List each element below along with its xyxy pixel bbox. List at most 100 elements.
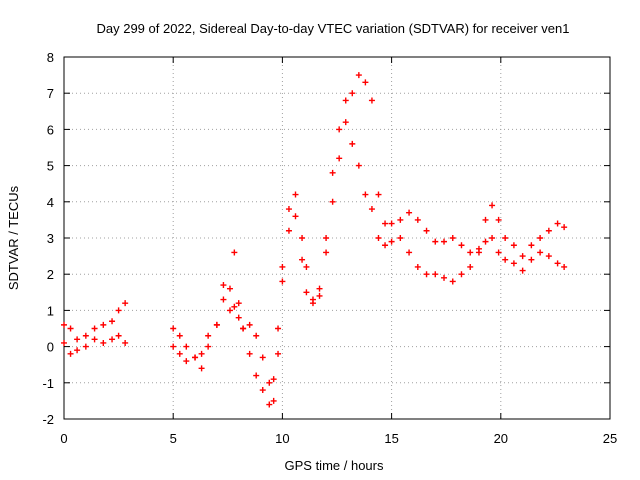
data-point xyxy=(545,253,552,260)
data-point xyxy=(285,206,292,213)
data-point xyxy=(510,260,517,267)
grid xyxy=(64,57,610,419)
data-point xyxy=(253,372,260,379)
data-point xyxy=(441,238,448,245)
data-point xyxy=(192,354,199,361)
data-point xyxy=(336,126,343,133)
data-point xyxy=(67,350,74,357)
data-point xyxy=(323,235,330,241)
data-point xyxy=(266,379,273,386)
y-tick-label: 8 xyxy=(47,50,54,65)
data-point xyxy=(362,191,369,198)
data-point xyxy=(342,119,349,126)
data-point xyxy=(316,292,323,299)
x-tick-label: 0 xyxy=(60,431,67,446)
data-point xyxy=(82,343,89,350)
data-point xyxy=(382,220,389,227)
data-point xyxy=(91,325,98,332)
data-point xyxy=(285,227,292,234)
data-point xyxy=(355,162,362,169)
data-point xyxy=(561,263,568,270)
data-point xyxy=(231,249,238,256)
data-point xyxy=(336,155,343,162)
data-point xyxy=(397,216,404,223)
data-point xyxy=(554,220,561,227)
y-tick-label: -1 xyxy=(42,376,54,391)
data-point xyxy=(342,97,349,104)
data-point xyxy=(414,216,421,223)
data-point xyxy=(170,343,177,350)
data-point xyxy=(226,307,233,314)
data-point xyxy=(458,242,465,249)
data-point xyxy=(183,343,190,350)
data-point xyxy=(449,278,456,285)
data-point xyxy=(355,72,362,79)
data-point xyxy=(482,238,489,245)
data-point xyxy=(266,401,273,408)
series-1 xyxy=(61,72,568,404)
chart-title: Day 299 of 2022, Sidereal Day-to-day VTE… xyxy=(96,21,569,36)
data-point xyxy=(61,321,67,328)
data-point xyxy=(309,300,316,307)
x-tick-label: 25 xyxy=(603,431,617,446)
data-point xyxy=(109,336,116,343)
data-point xyxy=(432,271,439,278)
data-point xyxy=(205,332,212,339)
data-point xyxy=(299,235,306,241)
data-point xyxy=(61,339,67,346)
data-point xyxy=(489,235,496,241)
data-point xyxy=(91,336,98,343)
y-tick-label: 7 xyxy=(47,86,54,101)
data-point xyxy=(406,249,413,256)
data-point xyxy=(292,213,299,220)
data-point xyxy=(259,354,266,361)
data-point xyxy=(528,256,535,263)
data-point xyxy=(176,332,183,339)
data-point xyxy=(467,263,474,270)
x-tick-label: 15 xyxy=(384,431,398,446)
data-point xyxy=(170,325,177,332)
data-point xyxy=(279,263,286,270)
data-series xyxy=(61,72,568,408)
data-point xyxy=(183,358,190,365)
data-point xyxy=(303,263,310,270)
data-point xyxy=(275,350,282,357)
data-point xyxy=(375,235,382,241)
data-point xyxy=(368,206,375,213)
data-point xyxy=(349,90,356,97)
data-point xyxy=(292,191,299,198)
x-tick-label: 10 xyxy=(275,431,289,446)
data-point xyxy=(205,343,212,350)
x-tick-label: 20 xyxy=(494,431,508,446)
data-point xyxy=(329,198,336,205)
axis-ticks: 0 5 10 15 20 25 -2 -1 0 1 2 3 4 5 6 7 8 xyxy=(42,50,617,446)
data-point xyxy=(299,256,306,263)
data-point xyxy=(519,267,526,274)
data-point xyxy=(561,224,568,231)
data-point xyxy=(423,227,430,234)
data-point xyxy=(528,242,535,249)
data-point xyxy=(246,321,253,328)
data-point xyxy=(226,285,233,292)
series-2 xyxy=(61,119,568,408)
data-point xyxy=(458,271,465,278)
y-axis-label: SDTVAR / TECUs xyxy=(6,185,21,290)
data-point xyxy=(482,216,489,223)
data-point xyxy=(246,350,253,357)
x-axis-label: GPS time / hours xyxy=(285,458,384,473)
data-point xyxy=(414,263,421,270)
data-point xyxy=(122,300,129,307)
data-point xyxy=(213,321,220,328)
y-tick-label: 4 xyxy=(47,195,54,210)
data-point xyxy=(382,242,389,249)
y-tick-label: 3 xyxy=(47,231,54,246)
data-point xyxy=(279,278,286,285)
data-point xyxy=(82,332,89,339)
data-point xyxy=(519,253,526,260)
y-tick-label: 0 xyxy=(47,340,54,355)
data-point xyxy=(545,227,552,234)
data-point xyxy=(423,271,430,278)
data-point xyxy=(67,325,74,332)
data-point xyxy=(198,365,205,372)
